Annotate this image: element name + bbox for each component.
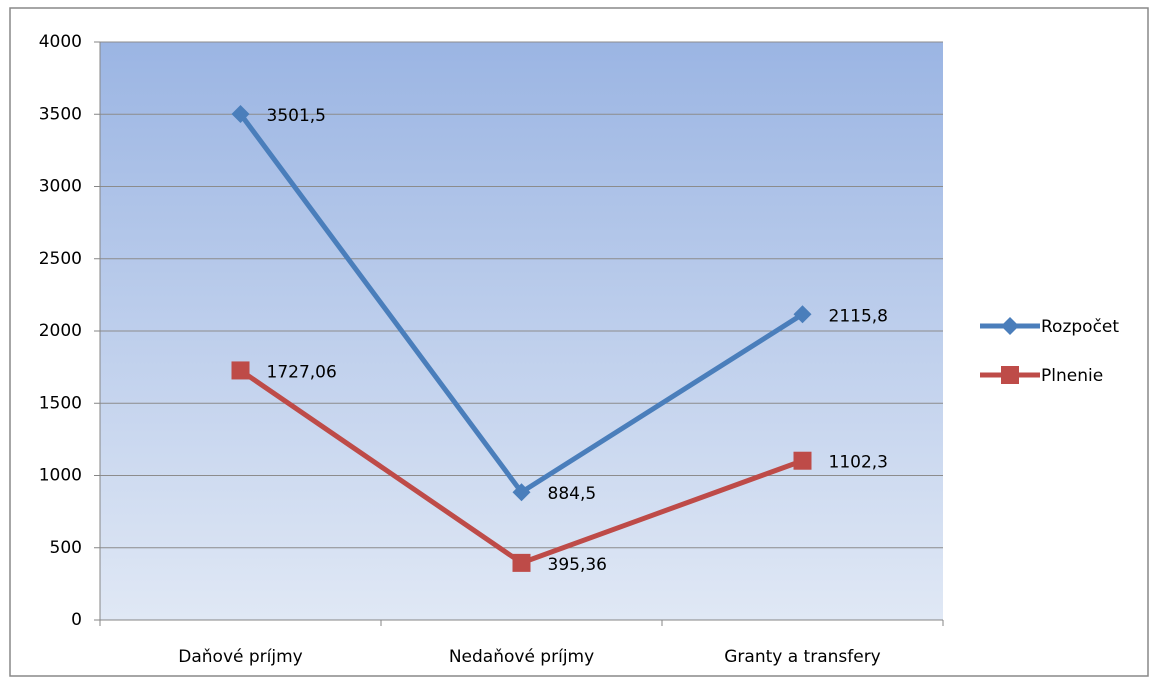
- data-label: 1727,06: [267, 362, 337, 382]
- legend-label: Rozpočet: [1041, 317, 1119, 337]
- y-tick-label: 3500: [39, 104, 82, 124]
- y-tick-label: 4000: [39, 32, 82, 52]
- legend-marker: [1001, 366, 1019, 384]
- data-point: [512, 483, 531, 502]
- data-label: 395,36: [548, 555, 607, 575]
- x-tick-label: Daňové príjmy: [178, 647, 302, 667]
- y-tick-label: 2500: [39, 249, 82, 269]
- y-tick-label: 1000: [39, 466, 82, 486]
- data-point: [793, 451, 812, 470]
- data-point: [231, 361, 250, 380]
- data-point: [231, 105, 250, 124]
- y-tick-label: 0: [71, 610, 82, 630]
- data-point: [512, 553, 531, 572]
- data-label: 2115,8: [829, 306, 888, 326]
- y-tick-label: 3000: [39, 177, 82, 197]
- y-tick-label: 1500: [39, 393, 82, 413]
- x-tick-label: Nedaňové príjmy: [449, 647, 594, 667]
- legend-marker: [1001, 317, 1019, 335]
- data-label: 3501,5: [267, 106, 326, 126]
- data-label: 1102,3: [829, 453, 888, 473]
- x-tick-label: Granty a transfery: [724, 647, 881, 667]
- data-point: [793, 305, 812, 324]
- y-tick-label: 2000: [39, 321, 82, 341]
- data-label: 884,5: [548, 484, 597, 504]
- y-tick-label: 500: [50, 538, 82, 558]
- legend-label: Plnenie: [1041, 366, 1103, 386]
